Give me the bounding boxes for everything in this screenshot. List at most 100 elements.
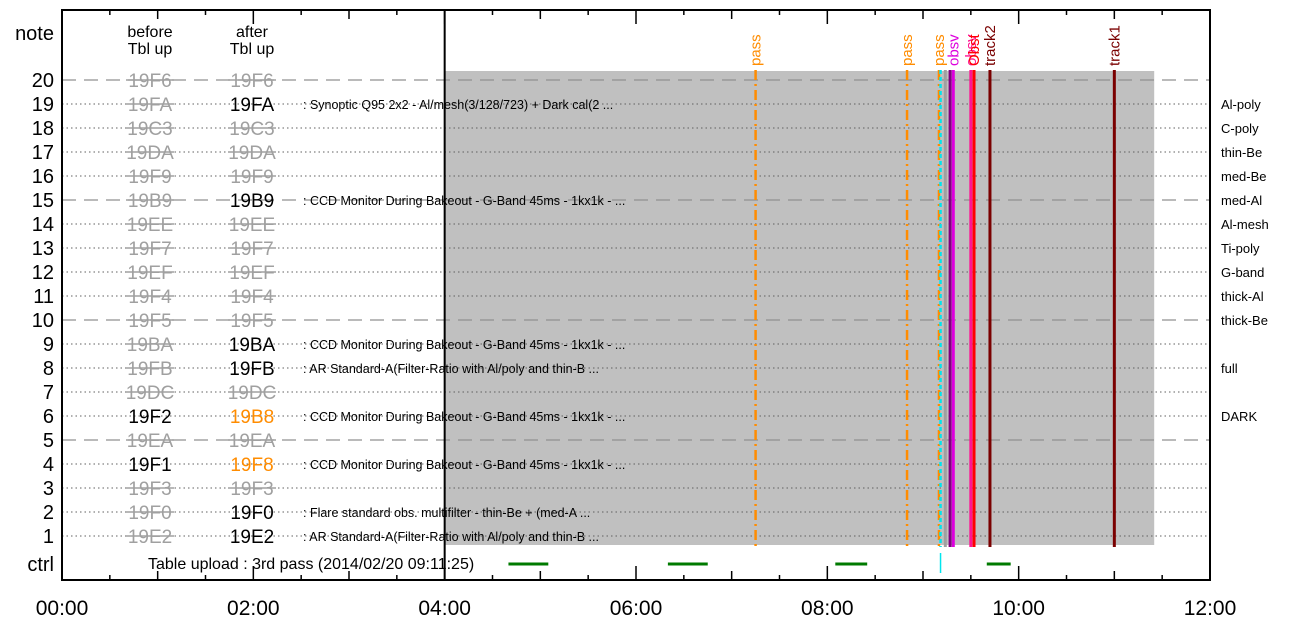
filter-label-6: DARK (1221, 409, 1257, 424)
event-label-0: pass (748, 34, 765, 66)
filter-label-19: Al-poly (1221, 97, 1261, 112)
ctrl-label: ctrl (27, 554, 54, 576)
table-cell-after-17: 19DA (228, 143, 276, 164)
table-cell-after-15: 19B9 (230, 191, 274, 212)
event-label-6: obsv (945, 34, 962, 66)
table-cell-after-19: 19FA (230, 95, 275, 116)
table-cell-before-17: 19DA (126, 143, 174, 164)
header-after-0: after (236, 24, 269, 41)
x-tick-label-6: 12:00 (1184, 597, 1237, 620)
table-cell-after-9: 19BA (229, 335, 276, 356)
event-label-9: track2 (982, 25, 999, 66)
table-cell-after-20: 19F6 (230, 71, 273, 92)
table-cell-after-18: 19C3 (229, 119, 274, 140)
row-desc-4: : CCD Monitor During Bakeout - G-Band 45… (303, 458, 625, 472)
row-desc-2: : Flare standard obs. multifilter - thin… (303, 506, 590, 520)
y-label-13: 13 (32, 238, 54, 260)
x-tick-label-4: 08:00 (801, 597, 854, 620)
x-tick-label-0: 00:00 (36, 597, 89, 620)
header-before-0: before (127, 24, 172, 41)
event-label-1: pass (899, 34, 916, 66)
table-cell-before-10: 19F5 (128, 311, 171, 332)
ctrl-row: Table upload : 3rd pass (2014/02/20 09:1… (148, 553, 1011, 573)
table-cell-before-16: 19F9 (128, 167, 171, 188)
table-cell-after-13: 19F7 (230, 239, 273, 260)
table-cell-before-11: 19F4 (128, 287, 172, 308)
y-label-18: 18 (32, 118, 54, 140)
y-label-7: 7 (43, 382, 54, 404)
filter-label-14: Al-mesh (1221, 217, 1269, 232)
y-label-2: 2 (43, 502, 54, 524)
y-label-6: 6 (43, 406, 54, 428)
table-cell-after-12: 19EF (229, 263, 274, 284)
table-cell-after-4: 19F8 (230, 455, 273, 476)
table-cell-after-3: 19F3 (230, 479, 273, 500)
x-tick-label-3: 06:00 (610, 597, 663, 620)
table-cell-before-5: 19EA (127, 431, 174, 452)
y-label-16: 16 (32, 166, 54, 188)
table-cell-after-16: 19F9 (230, 167, 273, 188)
table-cell-before-2: 19F0 (128, 503, 171, 524)
table-cell-before-19: 19FA (128, 95, 173, 116)
filter-label-17: thin-Be (1221, 145, 1262, 160)
table-cell-before-9: 19BA (127, 335, 174, 356)
row-desc-6: : CCD Monitor During Bakeout - G-Band 45… (303, 410, 625, 424)
table-cell-before-3: 19F3 (128, 479, 171, 500)
table-cell-after-11: 19F4 (230, 287, 274, 308)
y-label-12: 12 (32, 262, 54, 284)
table-cell-before-8: 19FB (127, 359, 172, 380)
table-cell-before-14: 19EE (127, 215, 173, 236)
row-desc-15: : CCD Monitor During Bakeout - G-Band 45… (303, 194, 625, 208)
y-axis-title: note (15, 23, 54, 45)
table-cell-before-20: 19F6 (128, 71, 171, 92)
table-cell-before-4: 19F1 (128, 455, 171, 476)
filter-label-10: thick-Be (1221, 313, 1268, 328)
event-label-7: obsv (963, 34, 980, 66)
y-label-14: 14 (32, 214, 54, 236)
y-label-15: 15 (32, 190, 54, 212)
table-cell-before-13: 19F7 (128, 239, 171, 260)
shaded-region (444, 71, 1155, 545)
table-cell-before-6: 19F2 (128, 407, 171, 428)
table-cell-before-7: 19DC (126, 383, 175, 404)
x-tick-label-5: 10:00 (992, 597, 1045, 620)
y-label-3: 3 (43, 478, 54, 500)
filter-label-11: thick-Al (1221, 289, 1264, 304)
y-label-11: 11 (33, 286, 54, 308)
y-label-9: 9 (43, 334, 54, 356)
table-cell-after-5: 19EA (229, 431, 276, 452)
event-label-2: pass (931, 34, 948, 66)
filter-label-12: G-band (1221, 265, 1264, 280)
table-cell-after-10: 19F5 (230, 311, 273, 332)
y-label-4: 4 (43, 454, 54, 476)
table-cell-after-1: 19E2 (230, 527, 274, 548)
row-gridlines (62, 79, 1210, 537)
y-label-10: 10 (32, 310, 54, 332)
x-tick-label-2: 04:00 (418, 597, 471, 620)
filter-label-18: C-poly (1221, 121, 1259, 136)
row-desc-19: : Synoptic Q95 2x2 - Al/mesh(3/128/723) … (303, 98, 613, 112)
table-cell-before-15: 19B9 (128, 191, 172, 212)
header-after-1: Tbl up (230, 41, 275, 58)
x-tick-label-1: 02:00 (227, 597, 280, 620)
table-cell-after-2: 19F0 (230, 503, 273, 524)
y-label-5: 5 (43, 430, 54, 452)
y-label-20: 20 (32, 70, 54, 92)
x-axis: 00:00 02:00 04:00 06:00 08:00 10:00 12:00 (36, 10, 1237, 620)
table-cell-after-7: 19DC (228, 383, 277, 404)
y-label-8: 8 (43, 358, 54, 380)
table-cell-after-6: 19B8 (230, 407, 274, 428)
ctrl-text: Table upload : 3rd pass (2014/02/20 09:1… (148, 556, 474, 573)
row-desc-8: : AR Standard-A(Filter-Ratio with Al/pol… (303, 362, 599, 376)
y-label-1: 1 (43, 526, 54, 548)
row-desc-1: : AR Standard-A(Filter-Ratio with Al/pol… (303, 530, 599, 544)
row-descriptions: : Synoptic Q95 2x2 - Al/mesh(3/128/723) … (303, 98, 625, 544)
filter-label-8: full (1221, 361, 1238, 376)
filter-label-16: med-Be (1221, 169, 1267, 184)
row-desc-9: : CCD Monitor During Bakeout - G-Band 45… (303, 338, 625, 352)
table-cell-before-12: 19EF (127, 263, 172, 284)
table-cell-after-14: 19EE (229, 215, 275, 236)
